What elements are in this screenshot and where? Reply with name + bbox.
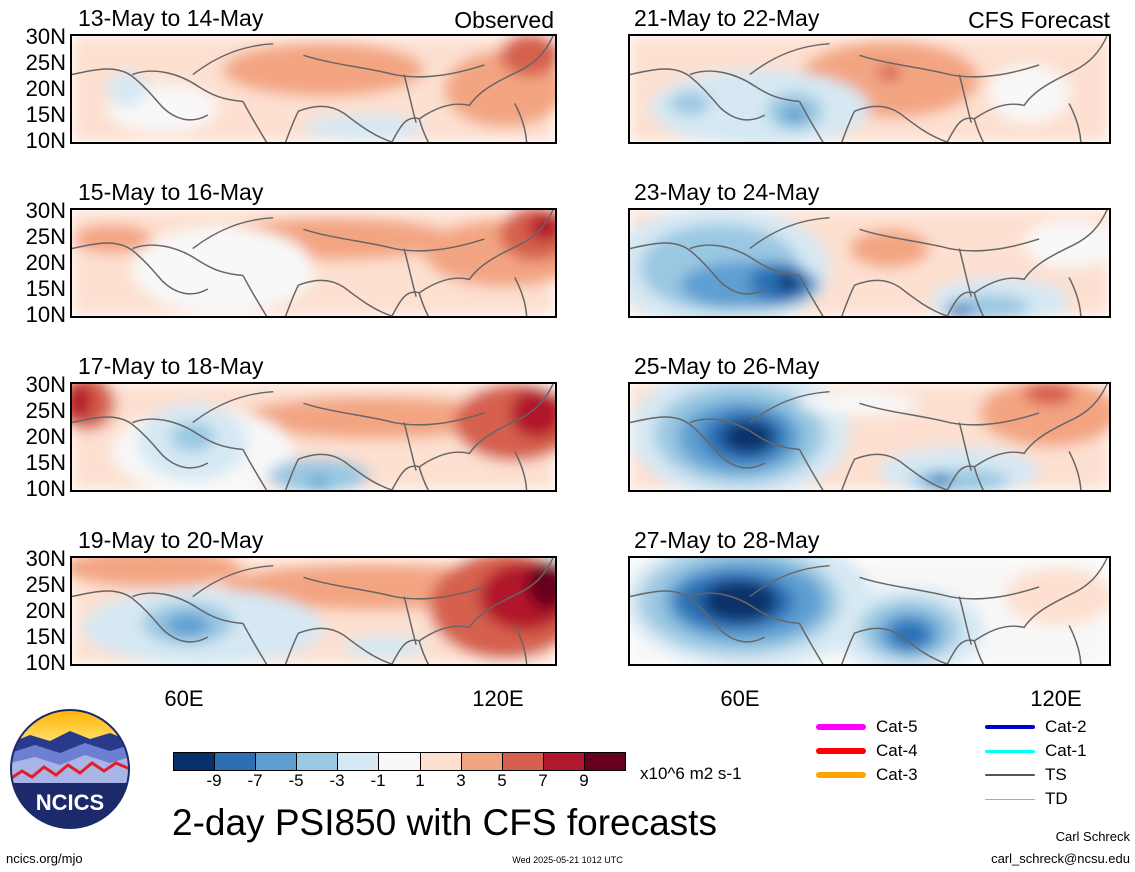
panel-title-6: 23-May to 24-May bbox=[634, 179, 820, 205]
colorbar-swatch bbox=[461, 753, 503, 770]
colorbar-swatch bbox=[256, 753, 298, 770]
colorbar-swatch bbox=[174, 753, 216, 770]
lon-label-right-120e: 120E bbox=[1030, 686, 1082, 711]
map-panel-1 bbox=[70, 34, 557, 144]
lat-label: 20N bbox=[25, 598, 66, 623]
legend-item-cat1: Cat-1 bbox=[985, 741, 1087, 761]
lat-label: 25N bbox=[25, 398, 66, 423]
map-panel-3 bbox=[70, 382, 557, 492]
lat-label: 25N bbox=[25, 50, 66, 75]
legend-label: Cat-4 bbox=[876, 741, 918, 760]
legend-line bbox=[985, 774, 1035, 776]
colorbar bbox=[173, 752, 626, 771]
legend-line bbox=[985, 749, 1035, 753]
colorbar-swatch bbox=[338, 753, 380, 770]
colorbar-swatch bbox=[215, 753, 257, 770]
map-panel-4 bbox=[70, 556, 557, 666]
panel-title-4: 19-May to 20-May bbox=[78, 527, 264, 553]
legend-label: TD bbox=[1045, 789, 1068, 808]
lon-label-left-120e: 120E bbox=[472, 686, 524, 711]
colorbar-swatch bbox=[297, 753, 339, 770]
footer-url: ncics.org/mjo bbox=[6, 851, 83, 866]
map-panel-6 bbox=[628, 208, 1111, 318]
panel-title-5: 21-May to 22-May bbox=[634, 5, 820, 31]
colorbar-tick: -9 bbox=[206, 771, 222, 790]
lat-label: 30N bbox=[25, 546, 66, 571]
panel-title-7: 25-May to 26-May bbox=[634, 353, 820, 379]
lat-label: 10N bbox=[25, 128, 66, 153]
observed-label: Observed bbox=[454, 7, 554, 33]
legend-item-cat4: Cat-4 bbox=[816, 741, 918, 761]
lat-label: 30N bbox=[25, 372, 66, 397]
map-panel-5 bbox=[628, 34, 1111, 144]
legend-line bbox=[816, 724, 866, 730]
legend-item-cat5: Cat-5 bbox=[816, 717, 918, 737]
legend-line bbox=[816, 748, 866, 754]
legend-label: Cat-3 bbox=[876, 765, 918, 784]
forecast-label: CFS Forecast bbox=[968, 7, 1110, 33]
colorbar-tick: -1 bbox=[370, 771, 386, 790]
logo-text: NCICS bbox=[36, 790, 104, 815]
map-panel-8 bbox=[628, 556, 1111, 666]
footer-email: carl_schreck@ncsu.edu bbox=[991, 851, 1130, 866]
lat-label: 10N bbox=[25, 476, 66, 501]
lat-label: 10N bbox=[25, 302, 66, 327]
panel-title-3: 17-May to 18-May bbox=[78, 353, 264, 379]
lon-label-right-60e: 60E bbox=[720, 686, 760, 711]
lat-label: 25N bbox=[25, 572, 66, 597]
colorbar-tick: 7 bbox=[538, 771, 548, 790]
legend-label: Cat-2 bbox=[1045, 717, 1087, 736]
lat-label: 20N bbox=[25, 250, 66, 275]
legend-line bbox=[985, 798, 1035, 800]
lat-label: 20N bbox=[25, 76, 66, 101]
lat-label: 15N bbox=[25, 450, 66, 475]
colorbar-swatch bbox=[420, 753, 462, 770]
colorbar-tick: 5 bbox=[497, 771, 507, 790]
lat-label: 15N bbox=[25, 276, 66, 301]
main-title: 2-day PSI850 with CFS forecasts bbox=[172, 802, 717, 843]
colorbar-swatch bbox=[543, 753, 585, 770]
panel-title-1: 13-May to 14-May bbox=[78, 5, 264, 31]
lat-label: 20N bbox=[25, 424, 66, 449]
colorbar-tick: 1 bbox=[415, 771, 425, 790]
colorbar-tick: -5 bbox=[288, 771, 304, 790]
ncics-logo: NCICS bbox=[10, 709, 130, 829]
lat-label: 25N bbox=[25, 224, 66, 249]
colorbar-units: x10^6 m2 s-1 bbox=[640, 764, 742, 783]
colorbar-swatch bbox=[502, 753, 544, 770]
lat-label: 30N bbox=[25, 198, 66, 223]
colorbar-tick: -3 bbox=[329, 771, 345, 790]
lat-label: 15N bbox=[25, 102, 66, 127]
legend-label: TS bbox=[1045, 765, 1067, 784]
colorbar-tick: 3 bbox=[456, 771, 466, 790]
panel-title-2: 15-May to 16-May bbox=[78, 179, 264, 205]
legend-line bbox=[985, 725, 1035, 729]
panel-title-8: 27-May to 28-May bbox=[634, 527, 820, 553]
footer-author: Carl Schreck bbox=[1055, 829, 1130, 844]
footer-timestamp: Wed 2025-05-21 1012 UTC bbox=[512, 855, 623, 865]
legend-label: Cat-5 bbox=[876, 717, 918, 736]
legend-item-cat3: Cat-3 bbox=[816, 765, 918, 785]
legend-label: Cat-1 bbox=[1045, 741, 1087, 760]
colorbar-swatch bbox=[379, 753, 421, 770]
legend-item-td: TD bbox=[985, 789, 1068, 809]
lat-label: 30N bbox=[25, 24, 66, 49]
colorbar-swatch bbox=[584, 753, 626, 770]
map-panel-7 bbox=[628, 382, 1111, 492]
lat-label: 10N bbox=[25, 650, 66, 675]
lat-label: 15N bbox=[25, 624, 66, 649]
legend-line bbox=[816, 772, 866, 778]
colorbar-tick: -7 bbox=[247, 771, 263, 790]
legend-item-ts: TS bbox=[985, 765, 1067, 785]
lon-label-left-60e: 60E bbox=[164, 686, 204, 711]
legend-item-cat2: Cat-2 bbox=[985, 717, 1087, 737]
map-panel-2 bbox=[70, 208, 557, 318]
colorbar-tick: 9 bbox=[579, 771, 589, 790]
